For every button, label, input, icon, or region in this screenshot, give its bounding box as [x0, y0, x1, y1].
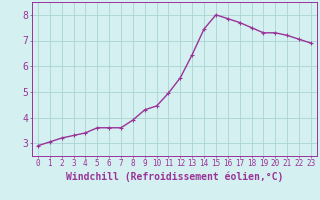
X-axis label: Windchill (Refroidissement éolien,°C): Windchill (Refroidissement éolien,°C)	[66, 171, 283, 182]
